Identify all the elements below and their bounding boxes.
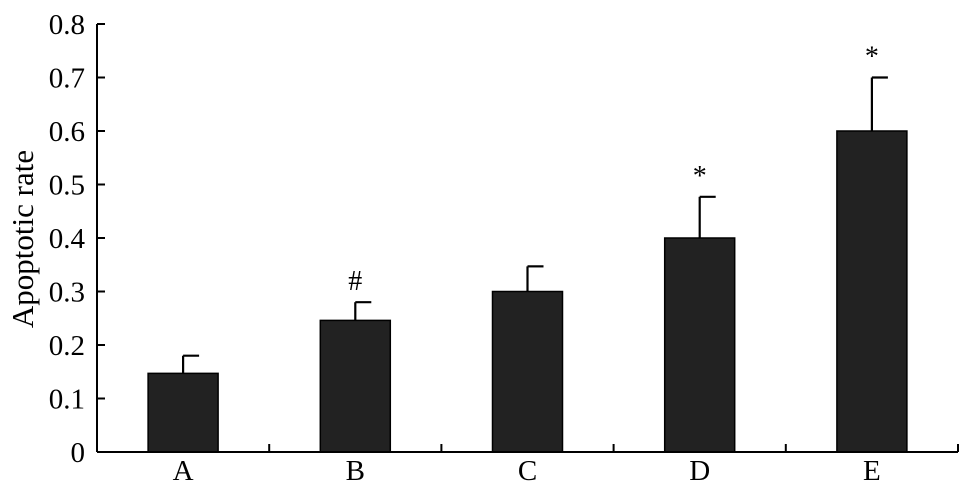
y-tick-label: 0.6	[49, 116, 85, 148]
x-tick-label-C: C	[518, 455, 537, 487]
y-tick-label: 0.4	[49, 223, 86, 255]
y-tick-label: 0.5	[49, 170, 85, 202]
y-axis-title: Apoptotic rate	[5, 150, 40, 328]
x-tick-label-B: B	[346, 455, 365, 487]
y-tick-label: 0.1	[49, 384, 85, 416]
category-labels: A B C D E	[173, 455, 881, 487]
y-tick-label: 0.7	[49, 63, 85, 95]
x-tick-label-D: D	[689, 455, 710, 487]
x-tick-label-A: A	[173, 455, 194, 487]
significance-marker-E: *	[865, 42, 879, 73]
bar-A	[147, 372, 219, 453]
y-tick-label: 0.3	[49, 277, 85, 309]
y-tick-label: 0	[71, 437, 86, 469]
y-ticks: 0 0.1 0.2 0.3 0.4 0.5 0.6 0.7 0.8	[49, 9, 105, 469]
bars: # * *	[147, 42, 908, 453]
bar-E	[836, 130, 908, 453]
significance-marker-B: #	[348, 266, 362, 297]
significance-marker-D: *	[693, 161, 707, 192]
x-tick-label-E: E	[863, 455, 881, 487]
y-tick-label: 0.2	[49, 330, 85, 362]
bar-C	[491, 290, 564, 453]
axes	[96, 24, 959, 453]
bar-B	[319, 319, 392, 453]
bar-D	[663, 237, 736, 453]
y-tick-label: 0.8	[49, 9, 85, 41]
